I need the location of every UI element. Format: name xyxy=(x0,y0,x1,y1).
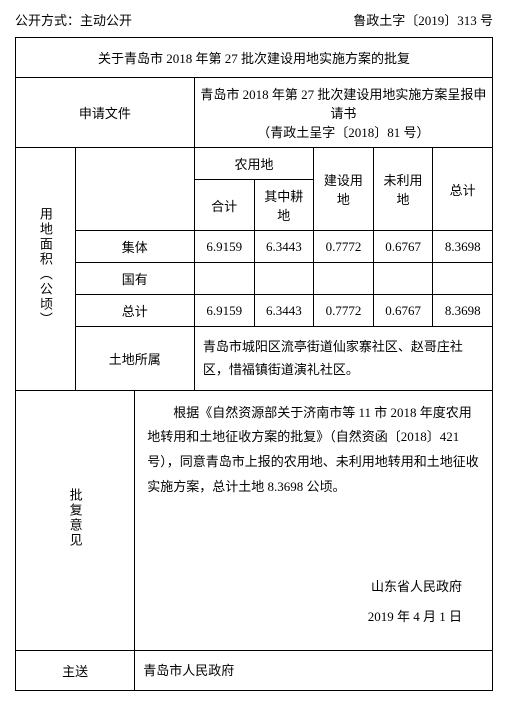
state-1 xyxy=(254,263,314,295)
disclosure-value: 主动公开 xyxy=(80,13,132,28)
application-line2: （青政土呈字〔2018〕81 号） xyxy=(199,122,488,141)
collective-1: 6.3443 xyxy=(254,231,314,263)
col-construction: 建设用地 xyxy=(314,148,374,231)
opinion-content: 根据《自然资源部关于济南市等 11 市 2018 年度农用地转用和土地征收方案的… xyxy=(147,401,480,500)
collective-0: 6.9159 xyxy=(194,231,254,263)
total-4: 8.3698 xyxy=(433,295,493,327)
total-3: 0.6767 xyxy=(373,295,433,327)
col-farmland: 农用地 xyxy=(194,148,313,180)
state-0 xyxy=(194,263,254,295)
state-2 xyxy=(314,263,374,295)
col-subtotal: 合计 xyxy=(194,180,254,231)
cc-content: 青岛市人民政府 xyxy=(135,650,493,690)
disclosure: 公开方式：主动公开 xyxy=(15,10,132,29)
col-cultivated: 其中耕地 xyxy=(254,180,314,231)
header-row: 公开方式：主动公开 鲁政土字〔2019〕313 号 xyxy=(15,10,493,29)
state-4 xyxy=(433,263,493,295)
empty-corner xyxy=(75,148,194,231)
location-content: 青岛市城阳区流亭街道仙家寨社区、赵哥庄社区，惜福镇街道演礼社区。 xyxy=(194,327,492,391)
title-cell: 关于青岛市 2018 年第 27 批次建设用地实施方案的批复 xyxy=(16,38,493,78)
doc-number: 鲁政土字〔2019〕313 号 xyxy=(353,10,493,29)
row-collective-label: 集体 xyxy=(75,231,194,263)
location-label: 土地所属 xyxy=(75,327,194,391)
application-content: 青岛市 2018 年第 27 批次建设用地实施方案呈报申请书 （青政土呈字〔20… xyxy=(194,78,492,148)
row-state-label: 国有 xyxy=(75,263,194,295)
col-total: 总计 xyxy=(433,148,493,231)
state-3 xyxy=(373,263,433,295)
row-total-label: 总计 xyxy=(75,295,194,327)
disclosure-label: 公开方式： xyxy=(15,13,80,28)
opinion-label: 批复意见 xyxy=(16,390,135,650)
cc-label: 主送 xyxy=(16,650,135,690)
collective-4: 8.3698 xyxy=(433,231,493,263)
total-2: 0.7772 xyxy=(314,295,374,327)
total-1: 6.3443 xyxy=(254,295,314,327)
total-0: 6.9159 xyxy=(194,295,254,327)
opinion-date: 2019 年 4 月 1 日 xyxy=(368,605,462,630)
application-line1: 青岛市 2018 年第 27 批次建设用地实施方案呈报申请书 xyxy=(199,84,488,122)
main-table: 关于青岛市 2018 年第 27 批次建设用地实施方案的批复 申请文件 青岛市 … xyxy=(15,37,493,691)
land-area-label: 用地面积（公顷） xyxy=(16,148,76,391)
col-unused: 未利用地 xyxy=(373,148,433,231)
opinion-signature: 山东省人民政府 xyxy=(371,575,462,600)
collective-2: 0.7772 xyxy=(314,231,374,263)
collective-3: 0.6767 xyxy=(373,231,433,263)
opinion-cell: 根据《自然资源部关于济南市等 11 市 2018 年度农用地转用和土地征收方案的… xyxy=(135,390,493,650)
application-label: 申请文件 xyxy=(16,78,195,148)
